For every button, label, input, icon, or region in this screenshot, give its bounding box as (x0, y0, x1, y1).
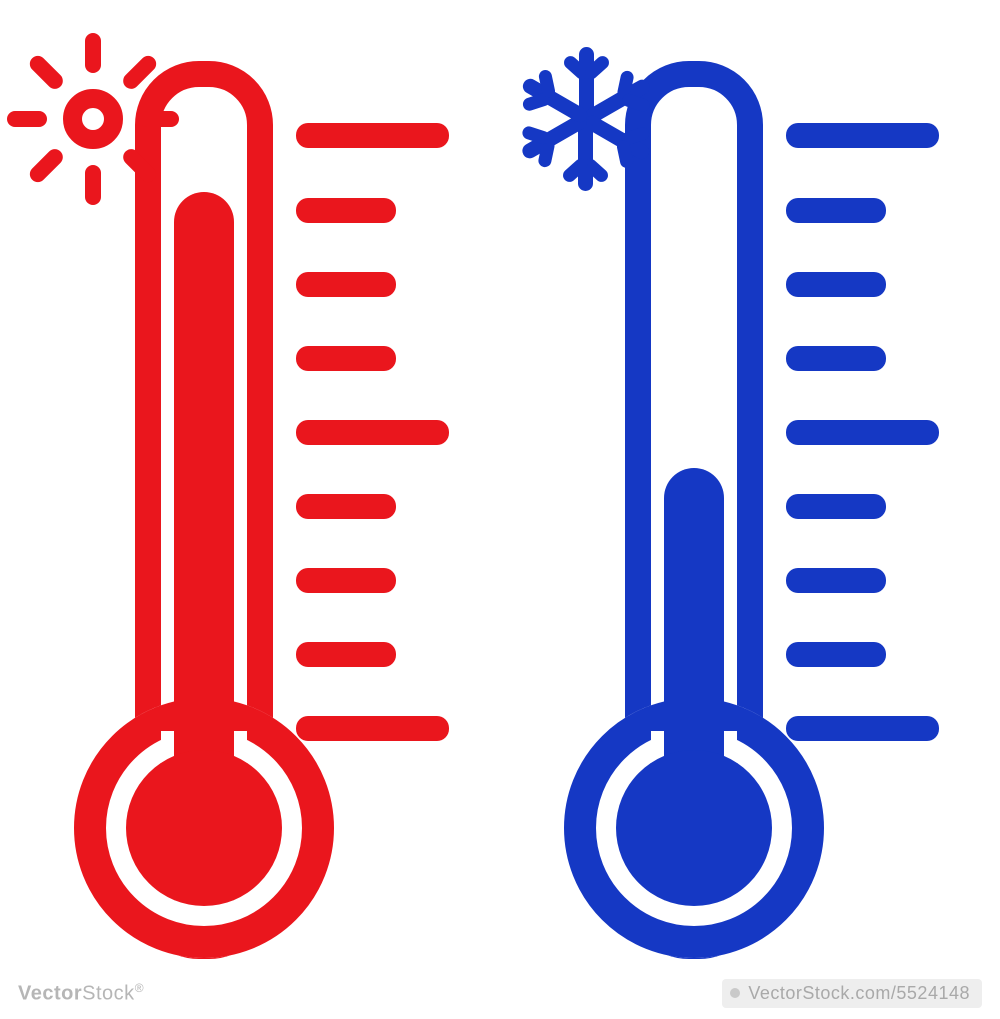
image-id-label: VectorStock.com/5524148 (722, 979, 982, 1008)
cold-thermometer-group (0, 0, 1000, 1019)
scale-tick (786, 716, 939, 741)
brand-label: VectorStock® (18, 981, 144, 1006)
scale-tick (786, 346, 886, 371)
scale-tick (786, 272, 886, 297)
scale-tick (786, 420, 939, 445)
scale-tick (786, 568, 886, 593)
scale-tick (786, 494, 886, 519)
thermometer-bulb-fill (616, 750, 772, 906)
watermark-footer: VectorStock® VectorStock.com/5524148 (0, 967, 1000, 1019)
scale-tick (786, 123, 939, 148)
scale-tick (786, 198, 886, 223)
scale-tick (786, 642, 886, 667)
